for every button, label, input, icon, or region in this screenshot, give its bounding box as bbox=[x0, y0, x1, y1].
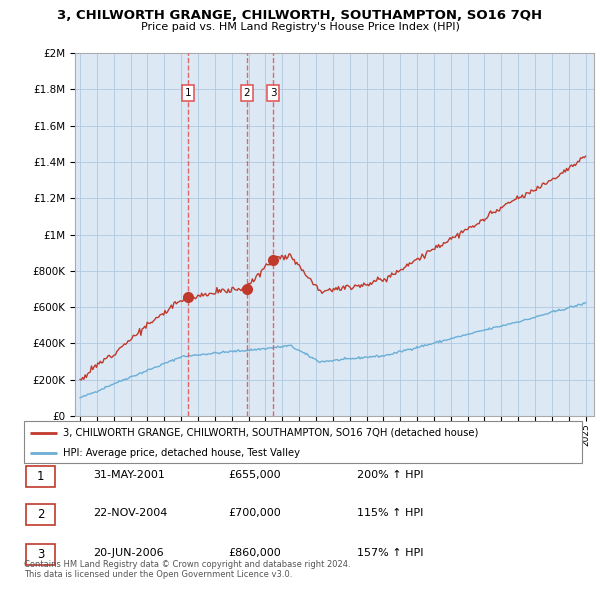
FancyBboxPatch shape bbox=[26, 466, 55, 487]
Text: 3: 3 bbox=[270, 88, 277, 98]
Text: 3, CHILWORTH GRANGE, CHILWORTH, SOUTHAMPTON, SO16 7QH (detached house): 3, CHILWORTH GRANGE, CHILWORTH, SOUTHAMP… bbox=[63, 428, 478, 438]
Text: 157% ↑ HPI: 157% ↑ HPI bbox=[357, 549, 424, 558]
Text: 31-MAY-2001: 31-MAY-2001 bbox=[93, 470, 165, 480]
Text: 3, CHILWORTH GRANGE, CHILWORTH, SOUTHAMPTON, SO16 7QH: 3, CHILWORTH GRANGE, CHILWORTH, SOUTHAMP… bbox=[58, 9, 542, 22]
Text: 2: 2 bbox=[37, 508, 44, 521]
Text: HPI: Average price, detached house, Test Valley: HPI: Average price, detached house, Test… bbox=[63, 448, 300, 457]
Text: Price paid vs. HM Land Registry's House Price Index (HPI): Price paid vs. HM Land Registry's House … bbox=[140, 22, 460, 32]
Text: 3: 3 bbox=[37, 548, 44, 561]
Text: 200% ↑ HPI: 200% ↑ HPI bbox=[357, 470, 424, 480]
Text: 22-NOV-2004: 22-NOV-2004 bbox=[93, 509, 167, 518]
FancyBboxPatch shape bbox=[26, 504, 55, 525]
Text: 20-JUN-2006: 20-JUN-2006 bbox=[93, 549, 164, 558]
Text: 1: 1 bbox=[37, 470, 44, 483]
FancyBboxPatch shape bbox=[24, 421, 582, 463]
Text: 1: 1 bbox=[185, 88, 191, 98]
Text: £860,000: £860,000 bbox=[228, 549, 281, 558]
Text: Contains HM Land Registry data © Crown copyright and database right 2024.
This d: Contains HM Land Registry data © Crown c… bbox=[24, 560, 350, 579]
Text: £700,000: £700,000 bbox=[228, 509, 281, 518]
Text: 115% ↑ HPI: 115% ↑ HPI bbox=[357, 509, 424, 518]
Text: £655,000: £655,000 bbox=[228, 470, 281, 480]
FancyBboxPatch shape bbox=[26, 544, 55, 565]
Text: 2: 2 bbox=[244, 88, 250, 98]
